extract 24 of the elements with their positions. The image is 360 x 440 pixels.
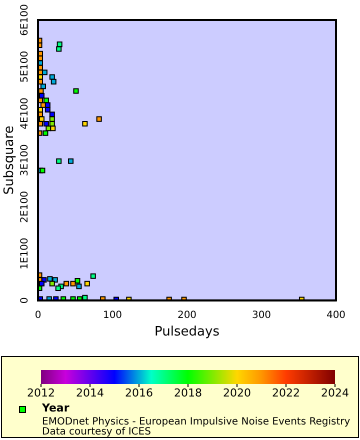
x-axis-title: Pulsedays [154, 324, 220, 340]
color-bar-label: 2024 [321, 386, 349, 400]
y-tick-label: 2E100 [20, 191, 31, 223]
color-bar-label: 2014 [76, 386, 104, 400]
x-tick-label: 200 [177, 310, 197, 321]
color-bar-label: 2016 [125, 386, 153, 400]
y-tick-label: 5E100 [20, 50, 31, 83]
y-axis-title: Subsquare [2, 126, 18, 195]
y-tick-label: 6E100 [20, 4, 31, 36]
color-bar-label: 2018 [174, 386, 202, 400]
x-tick-label: 0 [34, 310, 42, 321]
color-bar-label: 2022 [272, 386, 300, 400]
x-tick-label: 100 [102, 310, 122, 321]
text: EMODnet Physics - European Impulsive Noise Events Registry [42, 416, 350, 428]
y-tick-label: 0 [20, 297, 31, 304]
x-tick-label: 300 [252, 310, 272, 321]
color-bar-label: 2020 [223, 386, 251, 400]
y-tick-label: 1E100 [20, 238, 31, 270]
text: Data courtesy of ICES [42, 426, 151, 438]
y-tick-label: 3E100 [20, 144, 31, 176]
y-tick-label: 4E100 [20, 98, 31, 130]
x-tick-label: 400 [326, 310, 346, 321]
legend-label: Year [41, 401, 70, 414]
color-bar-label: 2012 [27, 386, 55, 400]
